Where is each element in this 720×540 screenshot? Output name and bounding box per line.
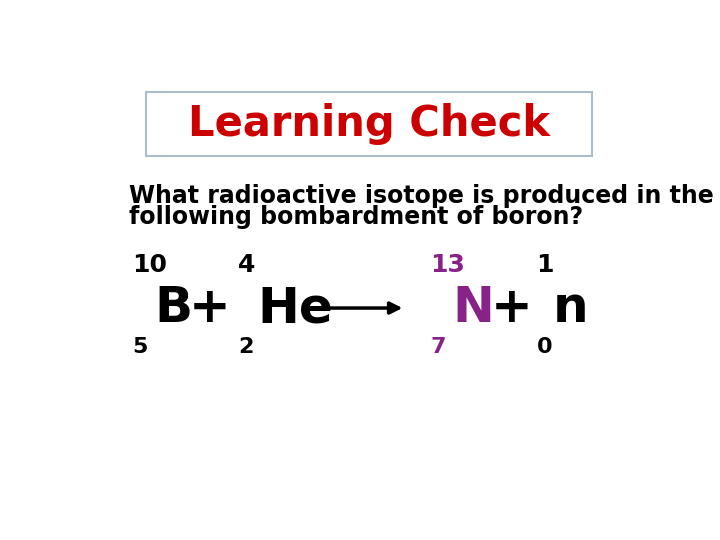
Text: 13: 13 (431, 253, 465, 277)
FancyBboxPatch shape (145, 92, 593, 156)
Text: n: n (553, 284, 589, 332)
Text: 1: 1 (536, 253, 554, 277)
Text: 5: 5 (132, 337, 147, 357)
Text: He: He (258, 284, 333, 332)
Text: 10: 10 (132, 253, 167, 277)
Text: Learning Check: Learning Check (188, 103, 550, 145)
Text: +: + (189, 284, 231, 332)
Text: 4: 4 (238, 253, 256, 277)
FancyArrowPatch shape (327, 303, 399, 313)
Text: N: N (453, 284, 495, 332)
Text: 0: 0 (536, 337, 552, 357)
Text: following bombardment of boron?: following bombardment of boron? (129, 205, 583, 228)
Text: 7: 7 (431, 337, 446, 357)
Text: 2: 2 (238, 337, 253, 357)
Text: What radioactive isotope is produced in the: What radioactive isotope is produced in … (129, 184, 714, 208)
Text: B: B (154, 284, 192, 332)
Text: +: + (490, 284, 532, 332)
